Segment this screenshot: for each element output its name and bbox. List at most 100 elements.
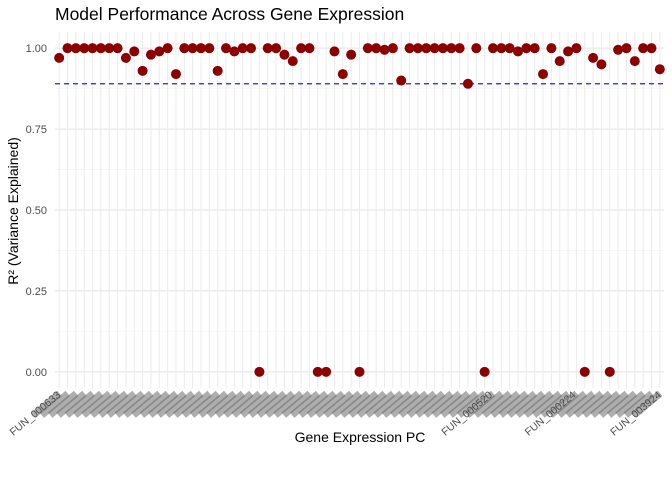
data-point: [538, 69, 549, 80]
x-tick-label: [31, 390, 62, 418]
data-points: [54, 43, 665, 377]
x-tick-label: [323, 390, 354, 418]
x-tick-label: [114, 390, 146, 418]
x-tick-label: [348, 390, 379, 418]
data-point: [287, 56, 298, 67]
x-tick-label: [173, 390, 204, 418]
data-point: [120, 52, 131, 63]
x-tick-label: [565, 390, 596, 418]
data-point: [613, 44, 624, 55]
x-tick-label: [523, 390, 554, 418]
data-point: [296, 43, 307, 54]
x-tick-label: [289, 390, 321, 418]
data-point: [187, 43, 198, 54]
data-point: [546, 43, 557, 54]
x-tick-label: [306, 390, 338, 418]
data-point: [387, 43, 398, 54]
data-point: [70, 43, 81, 54]
data-point: [504, 43, 515, 54]
x-tick-label: [590, 390, 621, 418]
data-point: [404, 43, 415, 54]
data-point: [312, 366, 323, 377]
x-tick-label: [373, 390, 404, 418]
x-tick-label: [273, 390, 304, 418]
x-tick-label: [139, 390, 171, 418]
x-tick-label: [448, 390, 479, 418]
data-point: [54, 52, 65, 63]
x-tick-label: [631, 390, 663, 418]
x-tick-label: [223, 390, 254, 418]
data-point: [646, 43, 657, 54]
x-tick-label: [414, 390, 446, 418]
x-tick-label: [131, 390, 162, 418]
data-point: [254, 366, 265, 377]
x-tick-label: [606, 390, 638, 418]
data-point: [362, 43, 373, 54]
data-point: [412, 43, 423, 54]
data-point: [229, 46, 240, 57]
x-tick-label: [156, 390, 187, 418]
x-tick-label: [398, 390, 429, 418]
data-point: [329, 46, 340, 57]
x-tick-label: [81, 390, 112, 418]
data-point: [579, 366, 590, 377]
x-tick-label: [456, 390, 488, 418]
x-tick-label: [623, 390, 655, 418]
data-point: [496, 43, 507, 54]
data-point: [237, 43, 248, 54]
data-point: [513, 46, 524, 57]
x-tick-label: [314, 390, 346, 418]
data-point: [321, 366, 332, 377]
x-tick-label: [89, 390, 121, 418]
x-tick-label: [56, 390, 87, 418]
x-axis-ticks: FUN_000633 FUN_000520 FUN_000224 FUN_003924: [8, 389, 664, 438]
x-tick-label: [264, 390, 296, 418]
data-point: [354, 366, 365, 377]
x-tick-label: [439, 390, 471, 418]
x-tick-label: [431, 390, 463, 418]
x-tick-label: [615, 390, 646, 418]
x-tick-label: [298, 390, 329, 418]
x-tick-label: [239, 390, 271, 418]
data-point: [471, 43, 482, 54]
data-point: [137, 65, 148, 76]
data-point: [621, 43, 632, 54]
x-axis-label: Gene Expression PC: [295, 429, 426, 445]
data-point: [521, 43, 532, 54]
data-point: [396, 75, 407, 86]
x-tick-label: [515, 390, 546, 418]
y-tick-label: 0.75: [26, 124, 47, 136]
x-tick-label: [465, 390, 496, 418]
x-tick-label: [406, 390, 438, 418]
x-tick-label: [506, 390, 538, 418]
data-point: [629, 56, 640, 67]
x-tick-label: [189, 390, 221, 418]
data-point: [454, 43, 465, 54]
x-tick-label: [540, 390, 571, 418]
x-tick-label: [206, 390, 237, 418]
data-point: [129, 46, 140, 57]
x-tick-label: [389, 390, 421, 418]
data-point: [487, 43, 498, 54]
y-tick-label: 0.00: [26, 367, 47, 379]
x-tick-label: [339, 390, 371, 418]
chart-title: Model Performance Across Gene Expression: [55, 4, 404, 24]
x-tick-label: [147, 390, 179, 418]
x-tick-label: [481, 390, 513, 418]
data-point: [104, 43, 115, 54]
data-point: [462, 78, 473, 89]
x-tick-label: [64, 390, 96, 418]
x-tick-label: [72, 390, 104, 418]
x-tick-label: [181, 390, 212, 418]
x-tick-label: [281, 390, 313, 418]
x-tick-label: [39, 390, 71, 418]
x-tick-label: [106, 390, 137, 418]
data-point: [62, 43, 73, 54]
x-tick-label: [598, 390, 630, 418]
data-point: [604, 366, 615, 377]
data-point: [79, 43, 90, 54]
data-point: [279, 49, 290, 60]
data-point: [379, 44, 390, 55]
x-tick-label: [498, 390, 529, 418]
